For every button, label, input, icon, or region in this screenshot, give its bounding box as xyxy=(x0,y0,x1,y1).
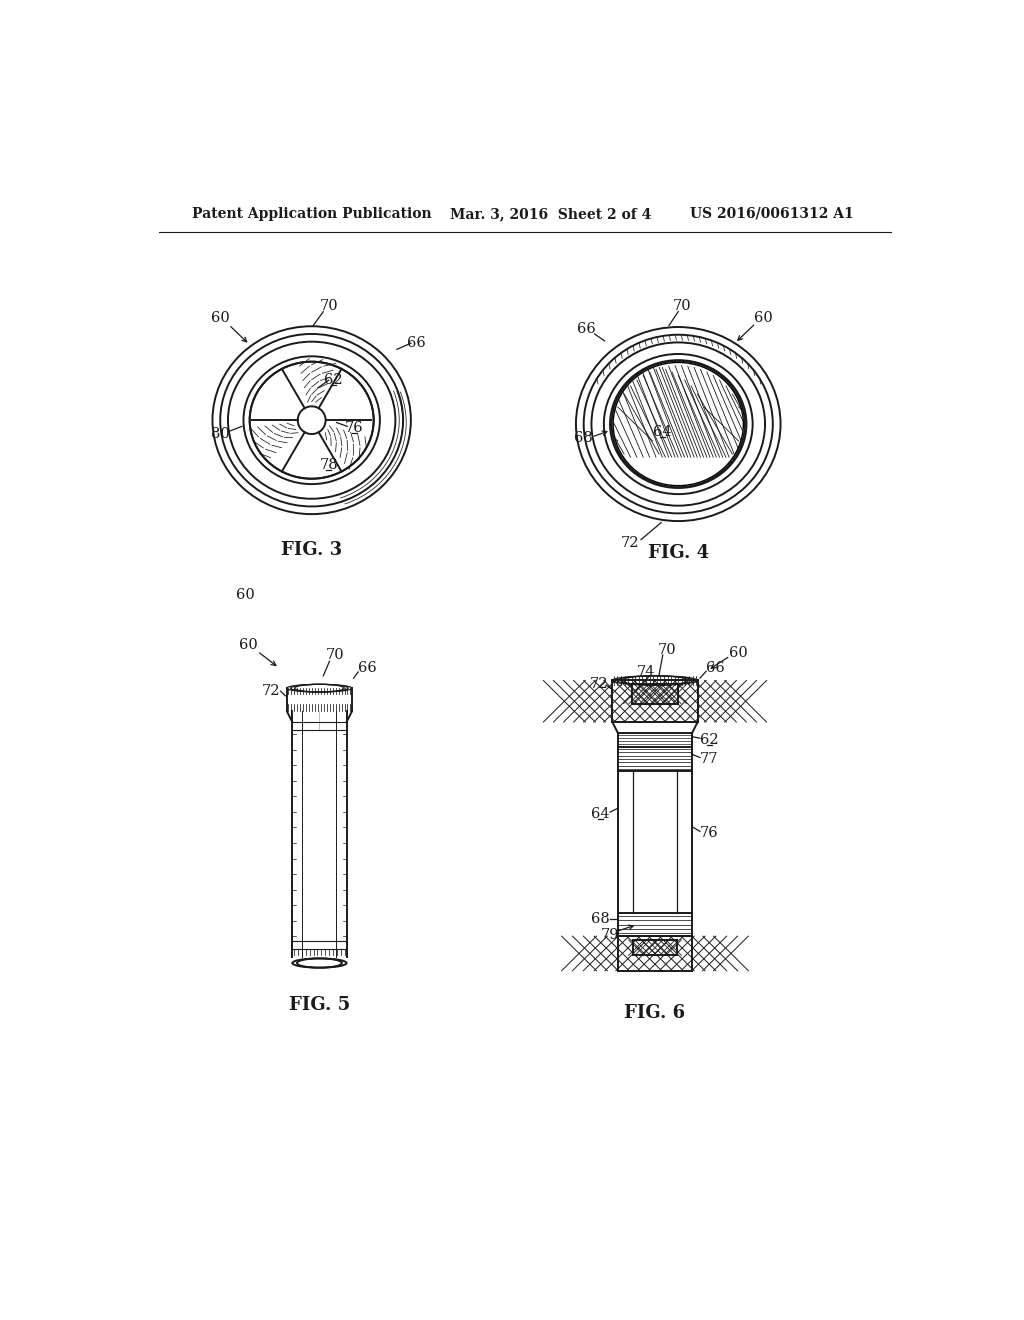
Ellipse shape xyxy=(611,360,744,487)
Text: 66: 66 xyxy=(358,661,377,675)
Text: 68: 68 xyxy=(573,430,592,445)
Text: 60: 60 xyxy=(211,310,229,325)
Text: FIG. 5: FIG. 5 xyxy=(289,997,350,1014)
Text: 74: 74 xyxy=(637,665,655,678)
Text: 64: 64 xyxy=(653,425,672,438)
Text: 70: 70 xyxy=(319,300,338,313)
Text: Patent Application Publication: Patent Application Publication xyxy=(191,207,431,220)
Text: 64: 64 xyxy=(592,807,610,821)
Text: 77: 77 xyxy=(700,752,719,766)
Text: 70: 70 xyxy=(326,648,344,663)
Text: 62: 62 xyxy=(700,733,719,747)
Text: 78: 78 xyxy=(319,458,338,471)
Text: 60: 60 xyxy=(237,587,255,602)
Text: 66: 66 xyxy=(578,322,596,337)
Text: 60: 60 xyxy=(239,638,257,652)
Text: 76: 76 xyxy=(700,826,719,840)
Text: 80: 80 xyxy=(211,428,229,441)
Text: 68: 68 xyxy=(592,912,610,927)
Text: FIG. 3: FIG. 3 xyxy=(282,541,342,558)
Text: 79: 79 xyxy=(601,928,620,941)
Text: FIG. 6: FIG. 6 xyxy=(625,1005,685,1022)
Text: Mar. 3, 2016  Sheet 2 of 4: Mar. 3, 2016 Sheet 2 of 4 xyxy=(450,207,651,220)
Text: 76: 76 xyxy=(345,421,364,434)
Text: 70: 70 xyxy=(657,643,676,656)
Text: 70: 70 xyxy=(673,300,691,313)
Text: 66: 66 xyxy=(407,337,426,350)
Text: 72: 72 xyxy=(590,677,608,692)
Text: 72: 72 xyxy=(262,684,281,698)
Text: 72: 72 xyxy=(621,536,639,550)
Text: FIG. 4: FIG. 4 xyxy=(648,544,709,562)
Text: 60: 60 xyxy=(754,310,773,325)
Text: 60: 60 xyxy=(729,645,749,660)
Text: 66: 66 xyxy=(707,661,725,675)
Text: US 2016/0061312 A1: US 2016/0061312 A1 xyxy=(690,207,854,220)
Text: 62: 62 xyxy=(324,374,343,387)
